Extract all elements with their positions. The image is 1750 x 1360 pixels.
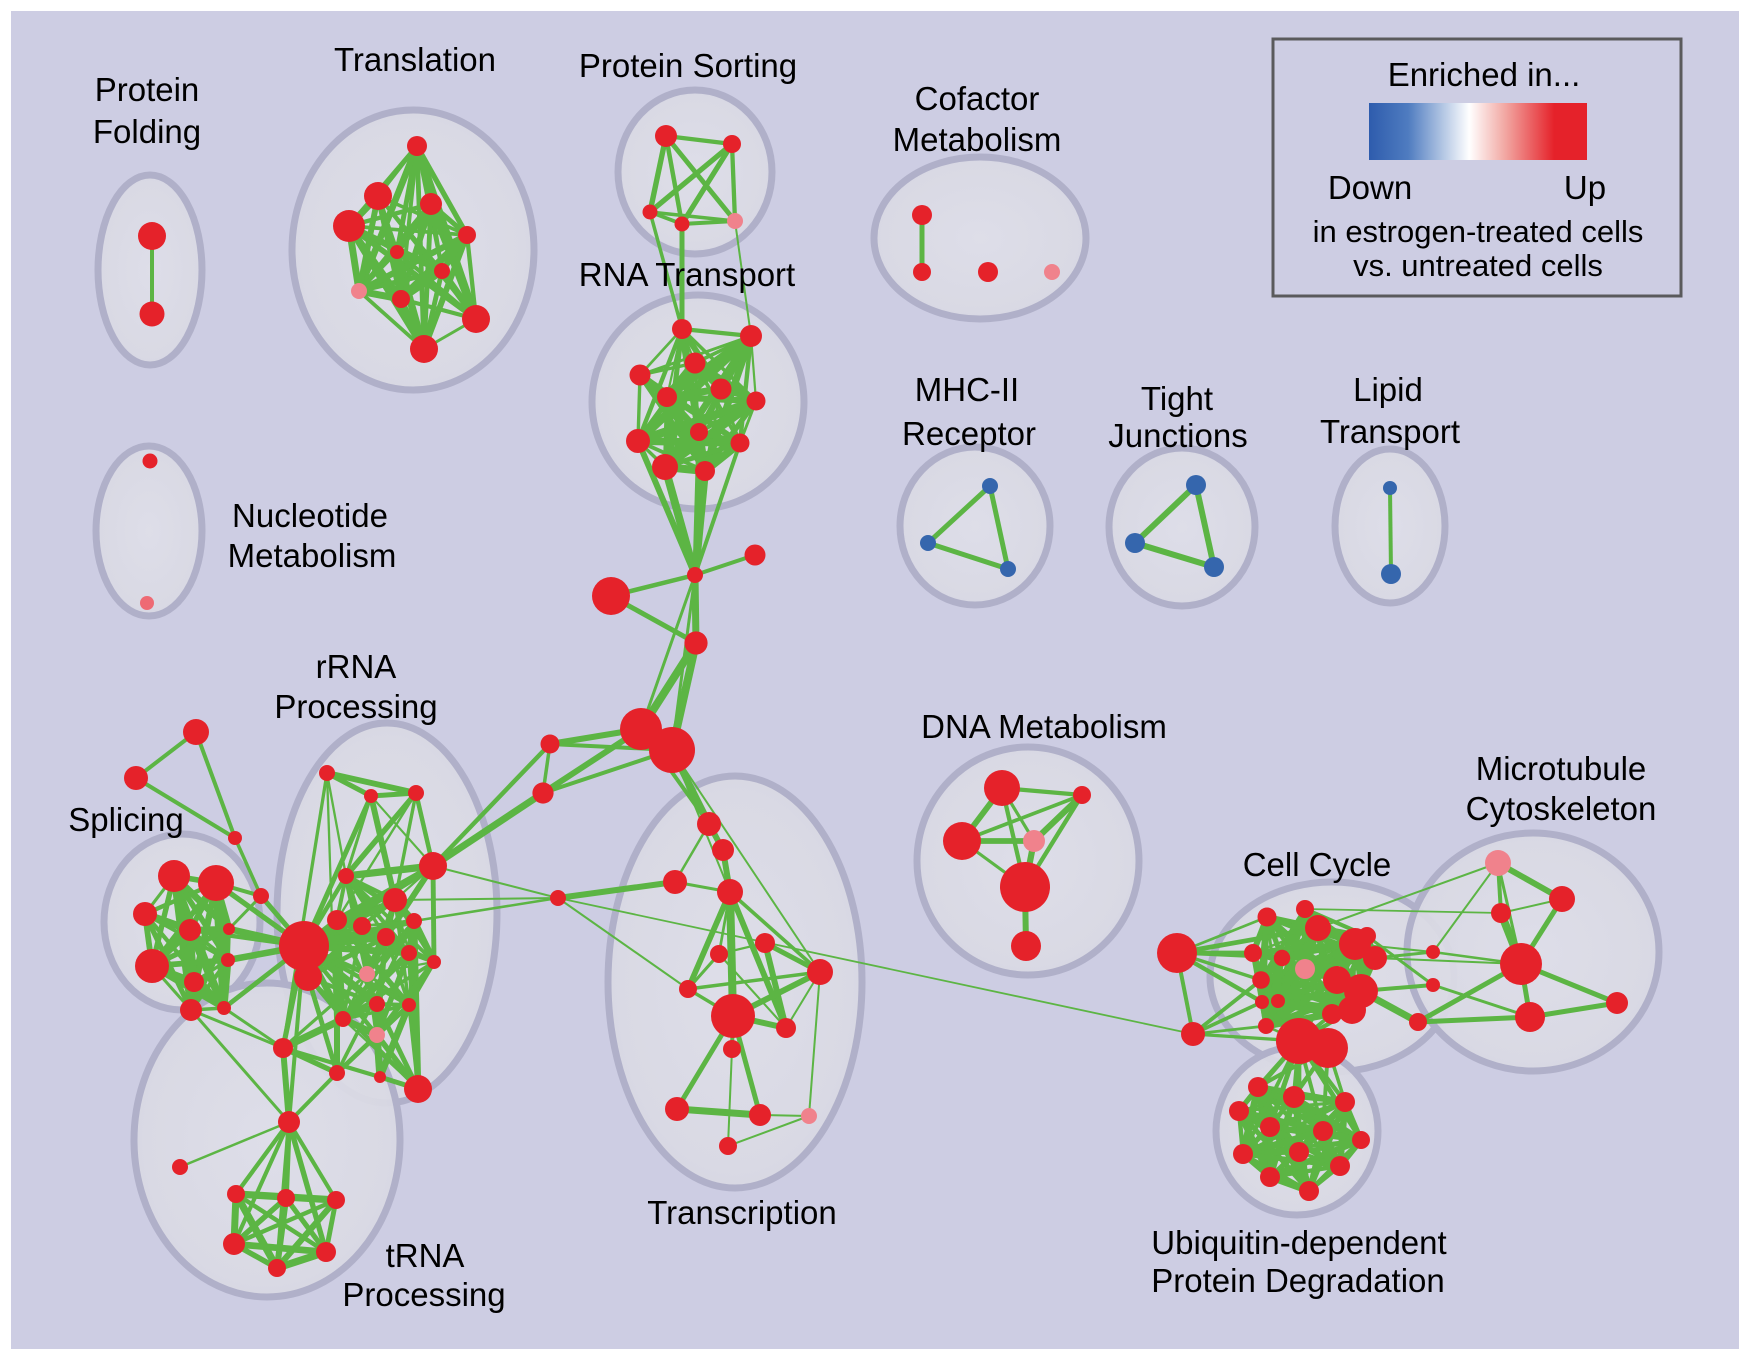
svg-text:Cell Cycle: Cell Cycle [1243,846,1392,883]
svg-text:RNA Transport: RNA Transport [579,256,795,293]
svg-text:Folding: Folding [93,113,201,150]
svg-text:rRNA: rRNA [316,648,397,685]
svg-text:MHC-II: MHC-II [915,371,1019,408]
svg-text:Ubiquitin-dependent: Ubiquitin-dependent [1151,1224,1446,1261]
svg-text:Translation: Translation [334,41,496,78]
svg-text:Protein Degradation: Protein Degradation [1151,1262,1445,1299]
svg-text:Microtubule: Microtubule [1476,750,1647,787]
svg-text:Up: Up [1564,169,1606,206]
svg-text:Cytoskeleton: Cytoskeleton [1466,790,1657,827]
svg-text:Metabolism: Metabolism [893,121,1062,158]
svg-text:Protein: Protein [95,71,200,108]
svg-text:Enriched in...: Enriched in... [1388,56,1581,93]
svg-text:Metabolism: Metabolism [228,537,397,574]
svg-text:tRNA: tRNA [386,1237,465,1274]
svg-text:Cofactor: Cofactor [915,80,1040,117]
svg-text:Junctions: Junctions [1108,417,1247,454]
svg-text:DNA Metabolism: DNA Metabolism [921,708,1167,745]
svg-text:Nucleotide: Nucleotide [232,497,388,534]
svg-text:vs. untreated cells: vs. untreated cells [1353,248,1603,283]
svg-text:Splicing: Splicing [68,801,184,838]
svg-text:in estrogen-treated cells: in estrogen-treated cells [1313,214,1644,249]
svg-text:Down: Down [1328,169,1412,206]
svg-text:Protein Sorting: Protein Sorting [579,47,797,84]
svg-text:Receptor: Receptor [902,415,1036,452]
svg-text:Lipid: Lipid [1353,371,1423,408]
svg-text:Tight: Tight [1141,380,1213,417]
svg-text:Processing: Processing [274,688,437,725]
svg-text:Transcription: Transcription [647,1194,837,1231]
svg-text:Transport: Transport [1320,413,1460,450]
svg-text:Processing: Processing [342,1276,505,1313]
